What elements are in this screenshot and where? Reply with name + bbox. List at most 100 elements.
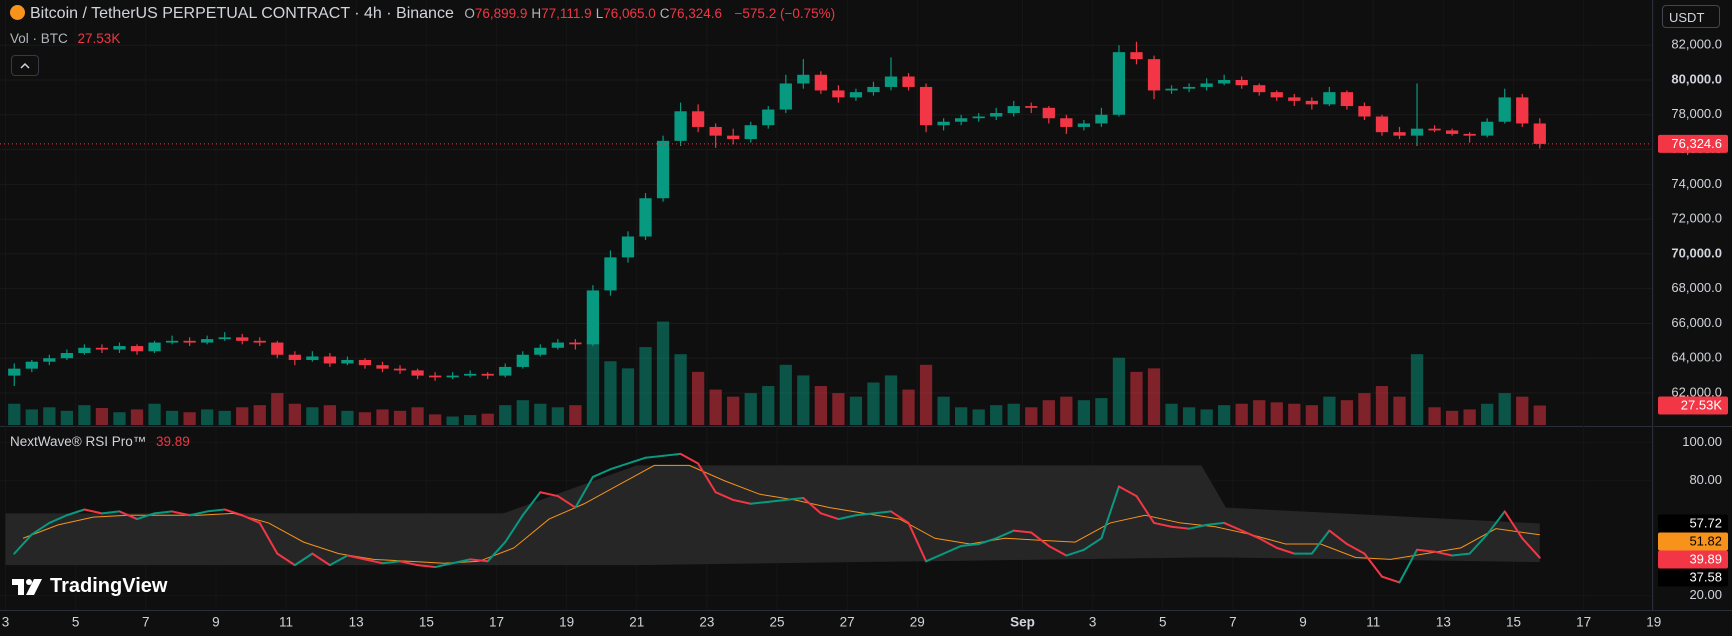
volume-bar: [797, 375, 810, 425]
x-tick-label: 11: [279, 615, 293, 630]
candle-body: [25, 361, 38, 369]
candle-body: [341, 359, 354, 364]
volume-bar: [1533, 405, 1546, 425]
candle-body: [1095, 114, 1108, 124]
signal-tag: 51.82: [1689, 533, 1722, 548]
symbol[interactable]: Bitcoin / TetherUS PERPETUAL CONTRACT · …: [30, 5, 454, 22]
rsi-line: [872, 510, 893, 515]
volume-bar: [1060, 396, 1073, 425]
candle-body: [499, 366, 512, 376]
rsi-line: [311, 552, 331, 567]
rsi-line: [591, 468, 612, 478]
volume-bar: [1270, 402, 1283, 425]
candle-body: [78, 347, 91, 354]
candle-body: [551, 342, 564, 348]
x-tick-label: Sep: [1010, 615, 1035, 630]
volume-tag-bg: [1658, 396, 1728, 415]
rsi-line: [136, 512, 156, 521]
candle-body: [674, 111, 687, 141]
volume-bar: [1481, 403, 1494, 425]
rsi-line: [469, 558, 489, 563]
x-tick-label: 9: [1299, 615, 1307, 630]
volume-bar: [499, 405, 512, 425]
x-tick-label: 23: [699, 615, 714, 630]
candle-body: [253, 340, 266, 343]
volume-bar: [919, 364, 933, 425]
volume-bar: [95, 408, 109, 425]
volume-bar: [1218, 405, 1231, 425]
candle-body: [1323, 92, 1336, 105]
candle-body: [358, 359, 372, 366]
volume-bar: [1235, 403, 1248, 425]
candle-body: [779, 83, 792, 110]
rsi-line: [1030, 531, 1050, 547]
currency-button[interactable]: USDT: [1662, 5, 1720, 28]
rsi-line: [416, 564, 437, 569]
rsi-line: [1047, 544, 1068, 557]
signal-line: [22, 464, 1540, 564]
rsi-line: [907, 521, 928, 563]
candle-body: [990, 113, 1003, 117]
x-tick-label: 15: [1506, 615, 1521, 630]
volume-bar: [148, 403, 161, 425]
x-tick-label: 13: [1436, 615, 1451, 630]
volume-bar: [779, 364, 792, 425]
candle-body: [1358, 106, 1371, 117]
volume-bar: [586, 340, 600, 425]
y-tick-label: 74,000.0: [1671, 176, 1722, 191]
rsi-line: [960, 543, 980, 547]
candle-body: [1305, 100, 1318, 105]
candle-body: [60, 353, 74, 359]
volume-bar: [867, 382, 880, 425]
candle-body: [797, 74, 810, 84]
volume-bar: [1042, 400, 1055, 425]
y-tick-label: 72,000.0: [1671, 211, 1722, 226]
volume-bar: [937, 396, 950, 425]
x-tick-label: 21: [629, 615, 644, 630]
volume-bar: [1375, 386, 1389, 425]
rsi-line: [1398, 548, 1419, 584]
volume-bar: [884, 375, 898, 425]
rsi-line: [784, 497, 805, 501]
volume-bar: [569, 405, 582, 425]
rsi-line: [188, 510, 209, 517]
rsi-line: [1486, 510, 1506, 536]
y-tick-label: 70,000.0: [1671, 245, 1722, 260]
rsi-line: [854, 512, 875, 517]
volume-bar: [691, 371, 705, 425]
candle-body: [183, 340, 196, 343]
rsi-line: [399, 560, 419, 567]
candle-body: [1112, 52, 1126, 115]
price-tag-bg: [1658, 134, 1728, 153]
candle-body: [1007, 106, 1020, 114]
rsi-line: [1468, 533, 1489, 555]
logo: TradingView: [12, 575, 167, 598]
y-tick-label: 66,000.0: [1671, 315, 1722, 330]
volume-value: 27.53K: [77, 31, 121, 46]
candle-body: [814, 74, 827, 91]
volume-bar: [727, 396, 740, 425]
collapse-button[interactable]: [11, 55, 39, 76]
candle-body: [534, 347, 547, 355]
rsi-line: [819, 512, 840, 521]
candle-body: [1463, 133, 1476, 136]
rsi-line: [293, 552, 314, 567]
volume-bar: [551, 407, 564, 425]
rsi-line: [732, 498, 752, 505]
candle-body: [516, 354, 529, 367]
rsi-line: [206, 508, 226, 513]
rsi-line: [1012, 529, 1033, 534]
band-upper-tag: 57.72: [1689, 515, 1722, 530]
volume-bar: [832, 393, 845, 425]
logo-mark: [12, 578, 42, 595]
volume-legend: Vol · BTC 27.53K: [10, 31, 120, 46]
candle-body: [411, 370, 424, 376]
rsi-line: [1082, 537, 1103, 551]
rsi-tick-label: 80.00: [1689, 472, 1722, 487]
candle-body: [586, 290, 600, 345]
volume-bar: [849, 396, 863, 425]
candle-body: [762, 109, 775, 126]
rsi-line: [1205, 521, 1226, 526]
x-tick-label: 11: [1366, 615, 1380, 630]
